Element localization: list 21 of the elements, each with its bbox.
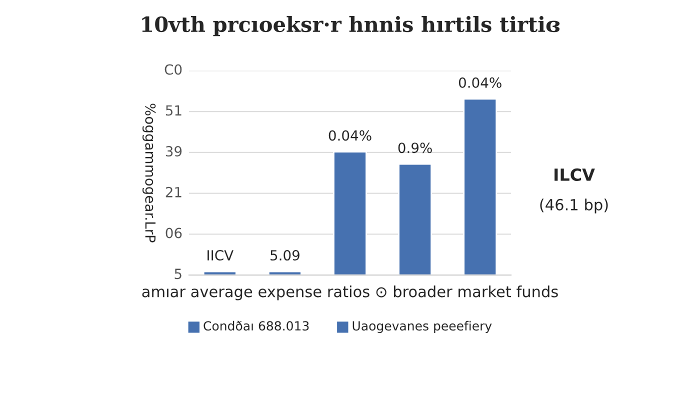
bar	[463, 98, 498, 276]
annotation: 5.09	[270, 250, 300, 261]
text: C0	[164, 64, 182, 75]
text: Uaogevanes peeefiery	[352, 320, 492, 334]
text: 39	[166, 146, 182, 157]
text: Condðaı 688.013	[204, 320, 309, 331]
text: 06	[166, 228, 182, 238]
annotation: 0.9%	[398, 142, 432, 154]
y-axis-title: %oggammogear.LrP	[142, 104, 156, 242]
x-axis-title: amıar average expense ratios ⊙ broader market funds	[142, 286, 558, 300]
text: 5	[174, 268, 182, 280]
bar	[398, 163, 432, 276]
annotation: IICV	[208, 250, 234, 261]
annotation: 0.04%	[328, 130, 372, 141]
bar	[333, 151, 367, 276]
text: ILCV	[554, 168, 595, 182]
text: (46.1 bp)	[540, 198, 608, 214]
text: 21	[166, 186, 182, 198]
text: 51	[166, 105, 182, 116]
text: 0.04%	[458, 77, 502, 88]
chart-title: 10vth prcıoeksr·r hnnis hırtils tirtiɞ	[142, 16, 560, 36]
